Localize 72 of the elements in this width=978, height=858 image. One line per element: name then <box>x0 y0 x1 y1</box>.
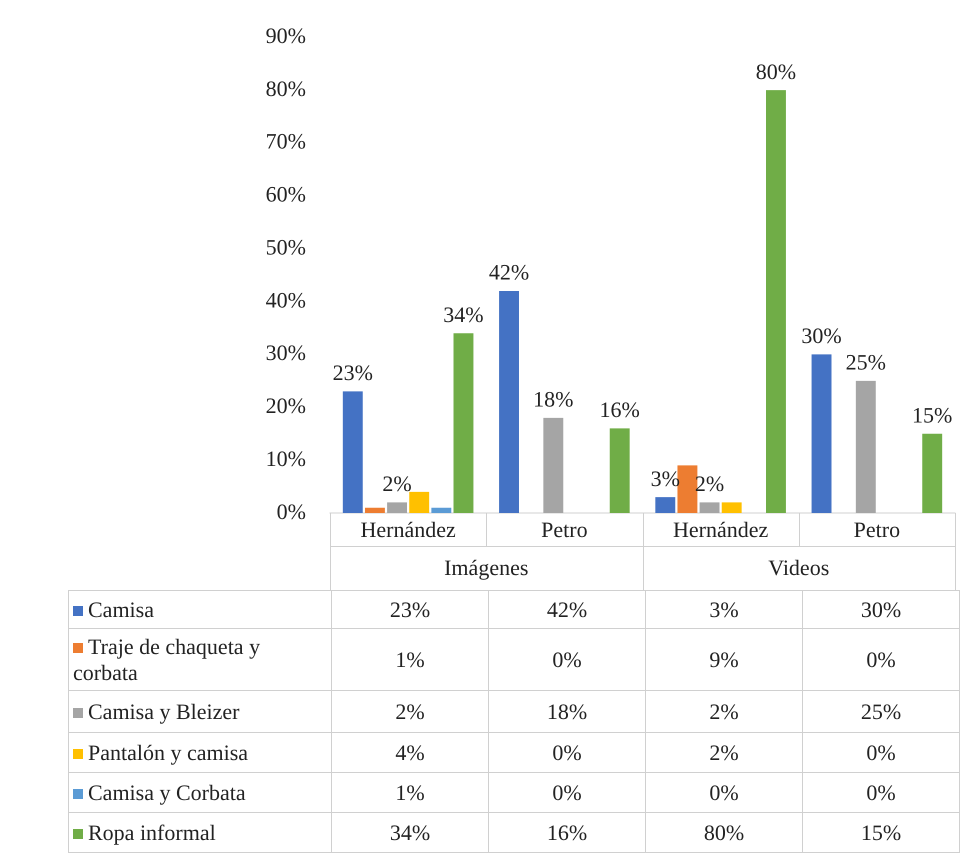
x-tick-label: Petro <box>541 516 588 542</box>
x-tick-label: Petro <box>854 516 900 542</box>
data-label: 1% <box>332 628 488 690</box>
bar <box>655 497 676 513</box>
legend-label: Traje de chaqueta y corbata <box>68 628 332 690</box>
text: 80% <box>756 58 796 84</box>
bar <box>766 90 786 513</box>
bar <box>610 428 630 513</box>
data-label: 1% <box>332 772 488 812</box>
legend-label: Camisa y Bleizer <box>68 690 332 732</box>
data-label: 18% <box>488 690 646 732</box>
data-label: 0% <box>802 732 960 772</box>
bar <box>387 502 408 513</box>
data-label: 42% <box>488 590 646 628</box>
bar <box>342 391 363 513</box>
data-label: 2% <box>646 732 802 772</box>
text: Videos <box>768 554 830 580</box>
text: 16% <box>600 397 640 422</box>
data-label: 34% <box>332 812 488 852</box>
bar <box>499 290 519 513</box>
data-label: 23% <box>332 590 488 628</box>
text: 18% <box>533 386 574 412</box>
y-tick-label: 0% <box>276 498 306 524</box>
data-label: 0% <box>488 732 646 772</box>
y-tick-label: 60% <box>266 182 306 207</box>
text: 30% <box>801 323 842 348</box>
data-label: 0% <box>488 772 646 812</box>
text: 23% <box>332 360 373 386</box>
data-label: 0% <box>488 628 646 690</box>
y-tick-label: 40% <box>266 287 306 312</box>
bar <box>856 380 876 513</box>
y-tick-label: 90% <box>266 22 306 48</box>
y-tick-label: 50% <box>266 234 306 260</box>
text: 15% <box>912 402 952 428</box>
text: 34% <box>443 302 484 328</box>
data-label: 9% <box>646 628 802 690</box>
legend-label: Ropa informal <box>68 812 332 852</box>
text: 25% <box>846 350 886 375</box>
bar <box>431 508 452 513</box>
data-label: 2% <box>646 690 802 732</box>
legend-label: Camisa <box>68 590 332 628</box>
y-tick-label: 70% <box>266 128 306 154</box>
y-tick-label: 80% <box>266 76 306 101</box>
data-label: 15% <box>802 812 960 852</box>
data-label: 16% <box>488 812 646 852</box>
y-tick-label: 20% <box>266 393 306 418</box>
data-label: 2% <box>332 690 488 732</box>
text: 2% <box>382 471 412 496</box>
x-tick-label: Hernández <box>360 516 456 542</box>
data-label: 25% <box>802 690 960 732</box>
bar <box>543 418 564 513</box>
bar <box>922 434 942 513</box>
data-label: 0% <box>802 628 960 690</box>
data-label: 30% <box>802 590 960 628</box>
data-label: 0% <box>646 772 802 812</box>
bar <box>812 354 832 513</box>
legend-label: Camisa y Corbata <box>68 772 332 812</box>
x-tick-label: Hernández <box>672 516 768 542</box>
y-tick-label: 30% <box>266 340 306 366</box>
bar <box>409 492 430 513</box>
text: 42% <box>488 260 530 285</box>
bar <box>700 502 720 513</box>
data-label: 0% <box>802 772 960 812</box>
text: Imágenes <box>444 554 528 580</box>
legend-label: Pantalón y camisa <box>68 732 332 772</box>
bar <box>454 333 474 513</box>
data-label: 80% <box>646 812 802 852</box>
bar <box>722 502 742 513</box>
bar <box>364 508 385 513</box>
y-tick-label: 10% <box>266 446 306 471</box>
data-label: 3% <box>646 590 802 628</box>
data-label: 4% <box>332 732 488 772</box>
